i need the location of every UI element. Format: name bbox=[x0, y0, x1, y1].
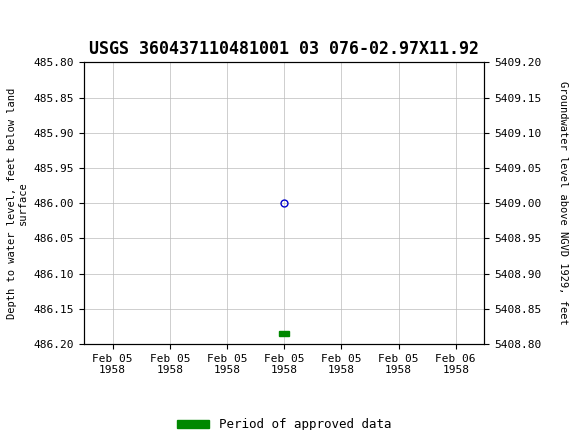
Legend: Period of approved data: Period of approved data bbox=[172, 413, 396, 430]
Bar bbox=[279, 331, 289, 336]
Title: USGS 360437110481001 03 076-02.97X11.92: USGS 360437110481001 03 076-02.97X11.92 bbox=[89, 40, 479, 58]
Y-axis label: Depth to water level, feet below land
surface: Depth to water level, feet below land su… bbox=[7, 88, 28, 319]
Y-axis label: Groundwater level above NGVD 1929, feet: Groundwater level above NGVD 1929, feet bbox=[558, 81, 568, 325]
Text: ≡USGS: ≡USGS bbox=[3, 13, 79, 32]
